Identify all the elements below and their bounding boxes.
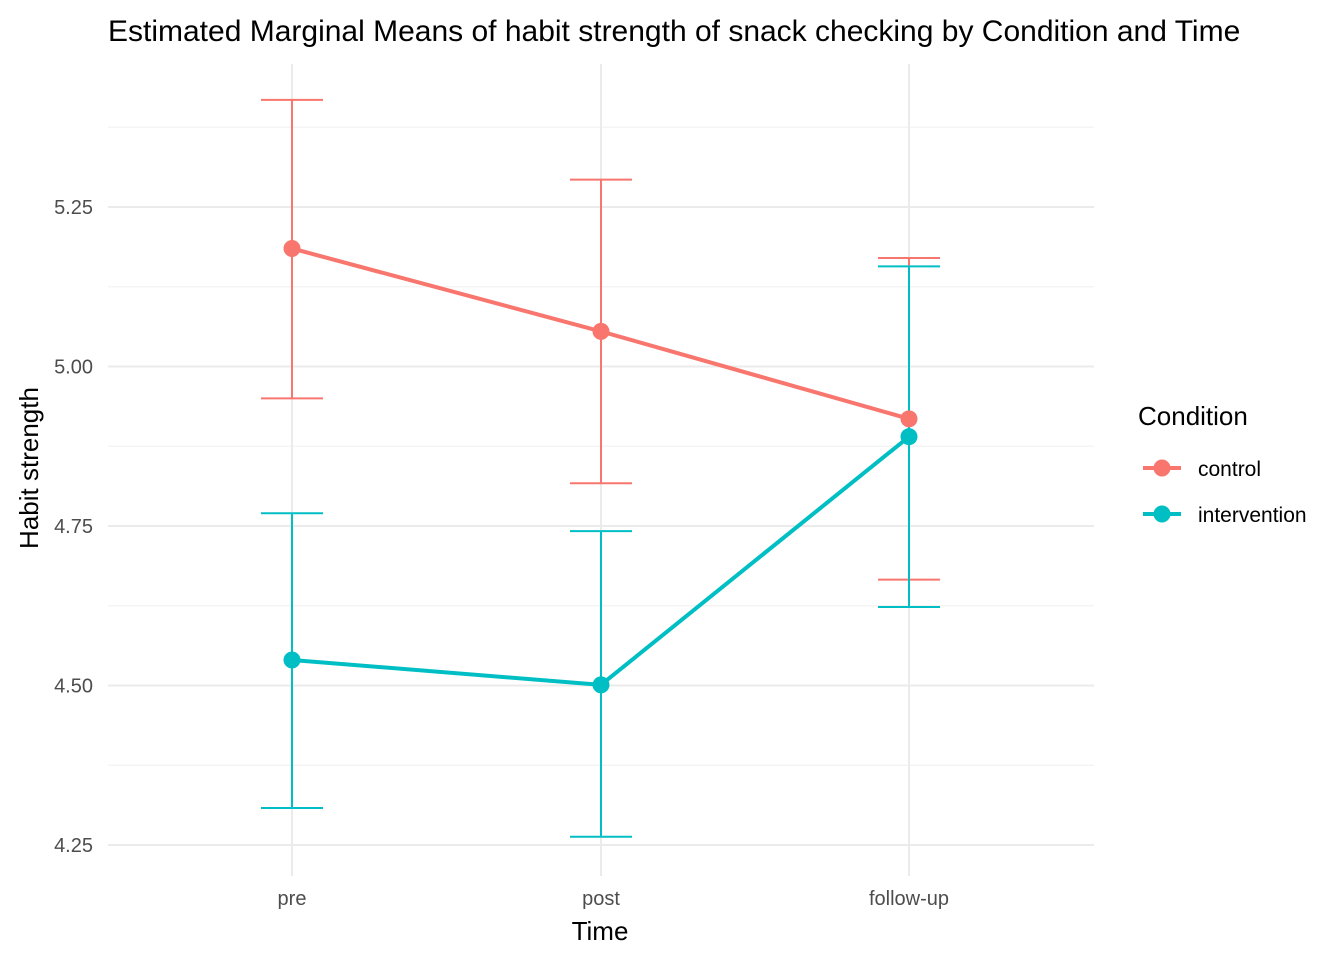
series-points xyxy=(283,239,918,694)
chart-title: Estimated Marginal Means of habit streng… xyxy=(108,15,1240,48)
y-tick-label: 5.25 xyxy=(54,197,93,219)
data-point-intervention xyxy=(283,651,301,669)
legend-label-intervention: intervention xyxy=(1198,504,1307,527)
data-point-control xyxy=(900,410,918,428)
data-point-control xyxy=(283,239,301,257)
legend-key-point-control xyxy=(1153,459,1171,477)
legend-key-point-intervention xyxy=(1153,505,1171,523)
y-tick-label: 5.00 xyxy=(54,357,93,379)
x-tick-label: post xyxy=(582,888,620,910)
data-point-control xyxy=(592,322,610,340)
data-point-intervention xyxy=(900,428,918,446)
y-tick-label: 4.75 xyxy=(54,516,93,538)
y-tick-label: 4.25 xyxy=(54,835,93,857)
legend-items: control intervention xyxy=(1143,458,1307,527)
x-axis-ticks: pre post follow-up xyxy=(278,888,949,910)
y-axis-title: Habit strength xyxy=(14,387,44,549)
legend-title: Condition xyxy=(1138,401,1248,431)
x-axis-title: Time xyxy=(572,916,629,946)
legend: Condition control intervention xyxy=(1138,401,1307,527)
x-tick-label: follow-up xyxy=(869,888,949,910)
x-tick-label: pre xyxy=(278,888,307,910)
data-point-intervention xyxy=(592,676,610,694)
y-tick-label: 4.50 xyxy=(54,676,93,698)
legend-label-control: control xyxy=(1198,458,1261,481)
y-axis-ticks: 4.25 4.50 4.75 5.00 5.25 xyxy=(54,197,93,857)
